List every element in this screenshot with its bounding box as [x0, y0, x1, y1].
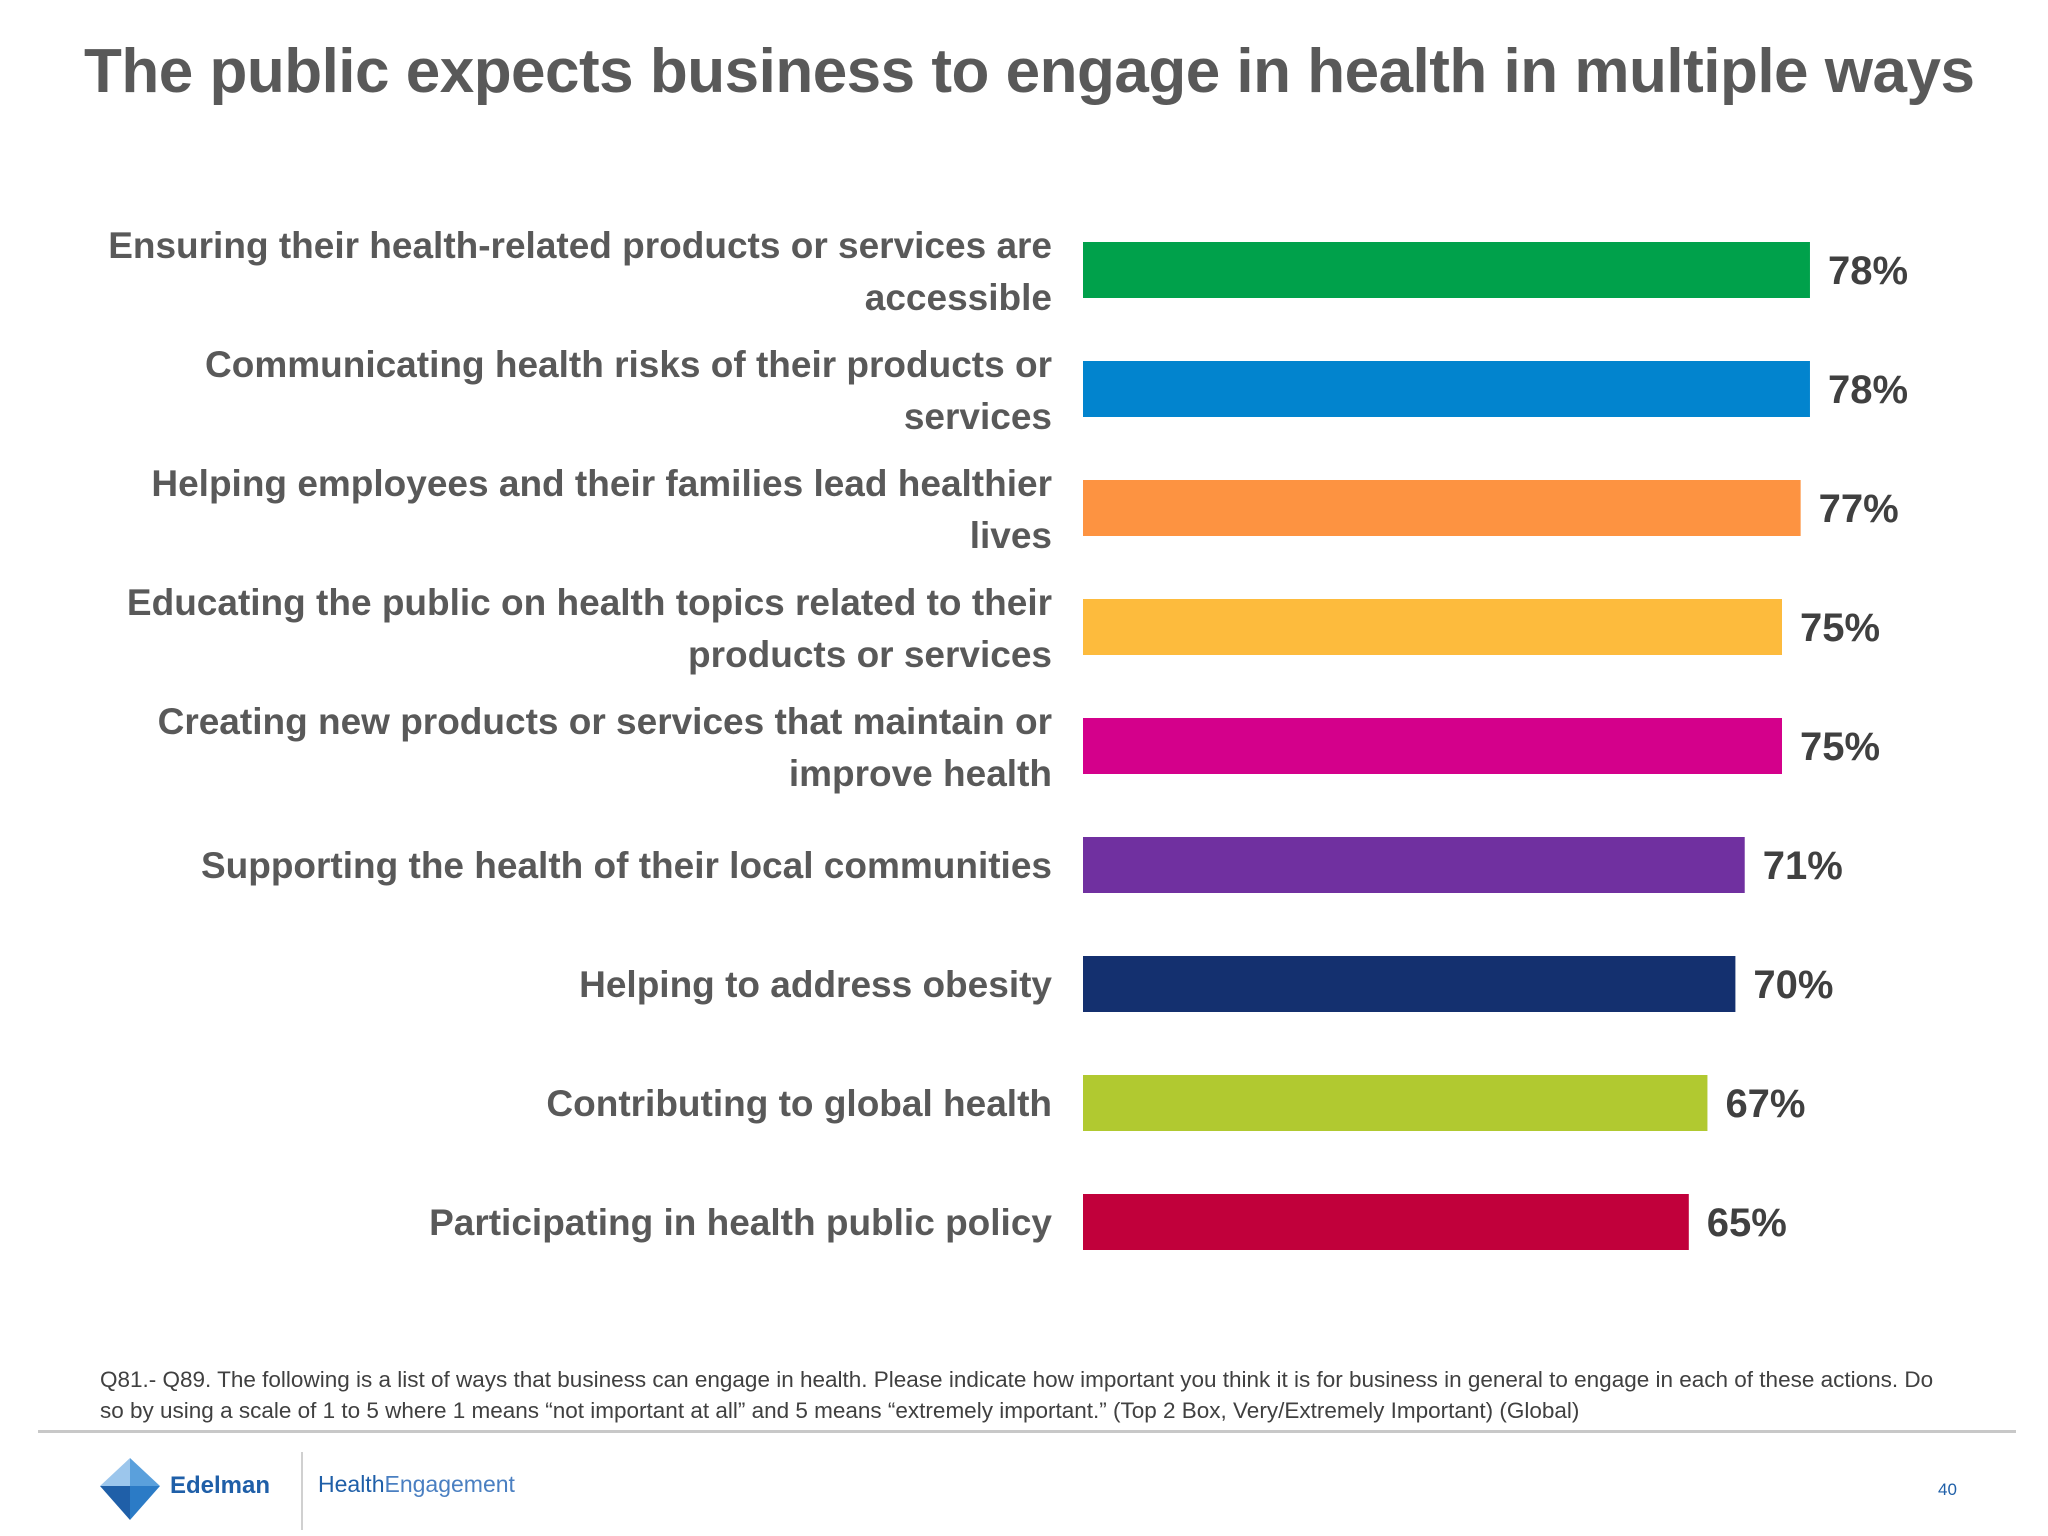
value-label-8: 67%: [1725, 1082, 1805, 1126]
value-label-4: 75%: [1800, 606, 1880, 650]
bar-9: [1083, 1194, 1689, 1250]
bar-7: [1083, 956, 1736, 1012]
product-prefix: Health: [318, 1471, 385, 1497]
bar-4: [1083, 599, 1782, 655]
category-label-4-line-2: products or services: [688, 634, 1052, 675]
category-label-9: Participating in health public policy: [429, 1202, 1052, 1243]
category-label-5-line-1: Creating new products or services that m…: [158, 701, 1052, 742]
footer-separator: [301, 1452, 303, 1530]
value-label-6: 71%: [1763, 844, 1843, 888]
bar-8: [1083, 1075, 1708, 1131]
category-label-7: Helping to address obesity: [579, 964, 1052, 1005]
category-label-5-line-2: improve health: [789, 753, 1052, 794]
category-label-2-line-1: Communicating health risks of their prod…: [205, 344, 1052, 385]
category-label-8: Contributing to global health: [546, 1083, 1052, 1124]
category-label-1-line-2: accessible: [865, 277, 1052, 318]
value-label-5: 75%: [1800, 725, 1880, 769]
bar-3: [1083, 480, 1801, 536]
footnote: Q81.- Q89. The following is a list of wa…: [100, 1367, 1934, 1423]
bar-6: [1083, 837, 1745, 893]
bar-chart: 78% Ensuring their health-related product…: [108, 225, 1908, 1250]
page-number: 40: [1938, 1480, 1957, 1499]
bar-2: [1083, 361, 1810, 417]
bar-1: [1083, 242, 1810, 298]
product-suffix: Engagement: [384, 1471, 515, 1497]
category-label-1-line-1: Ensuring their health-related products o…: [108, 225, 1052, 266]
category-label-3-line-1: Helping employees and their families lea…: [151, 463, 1052, 504]
slide-title: The public expects business to engage in…: [84, 37, 1975, 106]
category-label-2-line-2: services: [904, 396, 1052, 437]
bar-5: [1083, 718, 1782, 774]
product-name: HealthEngagement: [318, 1471, 515, 1498]
footer-divider: [38, 1430, 2016, 1433]
value-label-9: 65%: [1707, 1201, 1787, 1245]
value-label-3: 77%: [1819, 487, 1899, 531]
edelman-logo-icon: [100, 1458, 160, 1520]
category-label-6: Supporting the health of their local com…: [201, 845, 1052, 886]
value-label-7: 70%: [1753, 963, 1833, 1007]
brand-name: Edelman: [170, 1472, 271, 1499]
value-label-2: 78%: [1828, 368, 1908, 412]
category-label-3-line-2: lives: [970, 515, 1052, 556]
value-label-1: 78%: [1828, 249, 1908, 293]
category-label-4-line-1: Educating the public on health topics re…: [127, 582, 1052, 623]
